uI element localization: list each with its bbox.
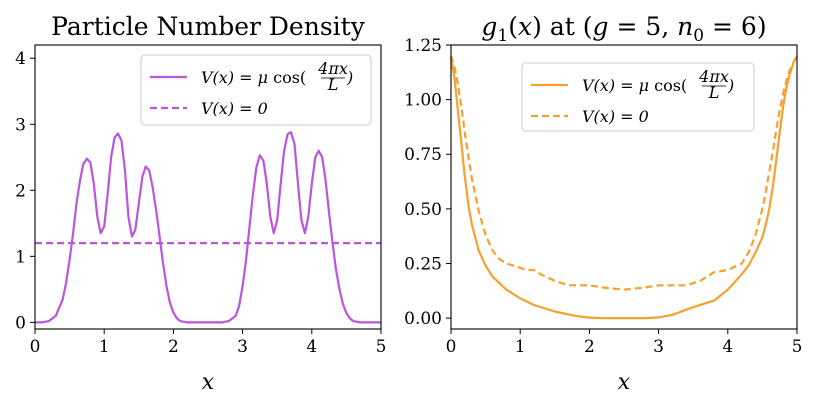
legend-paren-close: ) [346,68,353,87]
y-tick-label: 0.00 [404,309,442,329]
legend-entry-label: V(x) = μ cos( [201,68,306,87]
y-tick-label: 3 [15,115,26,135]
chart-title: g1(x) at (g = 5, n0 = 6) [481,12,766,46]
legend-fraction-numerator: 4πx [317,59,348,78]
y-tick-label: 0 [15,313,26,333]
y-tick-label: 1 [15,247,26,267]
x-axis-label: x [202,370,215,395]
x-tick-label: 3 [237,337,248,357]
solid-series-line [35,131,381,324]
x-tick-label: 1 [515,337,526,357]
legend-fraction-denominator: L [327,75,339,94]
density-plot: 0 1 2 3 4 5 0 1 2 3 4 x Particle Number Density V(x) … [15,12,386,395]
x-tick-label: 3 [653,337,664,357]
axes-frame [450,44,798,330]
chart-title: Particle Number Density [51,12,366,41]
y-tick-label: 0.50 [404,200,442,220]
x-tick-label: 5 [792,337,803,357]
correlation-plot: 0 1 2 3 4 5 0.00 0.25 0.50 0.75 1.00 1.25 x g1(x) at … [404,12,802,395]
x-tick-label: 1 [99,337,110,357]
dashed-series-line [449,55,798,291]
y-tick-label: 0.25 [404,254,442,274]
x-tick-label: 4 [306,337,317,357]
axes-frame [34,44,382,330]
y-tick-label: 1.25 [404,36,442,56]
y-tick-label: 1.00 [404,91,442,111]
legend-box [521,62,755,132]
legend-entry-label: V(x) = μ cos( [582,76,687,95]
legend-entry-label: V(x) = 0 [582,107,649,126]
x-tick-label: 2 [168,337,179,357]
x-tick-label: 0 [30,337,41,357]
solid-series-line [449,55,798,320]
x-tick-label: 4 [722,337,733,357]
legend-box [140,54,372,126]
y-tick-label: 0.75 [404,145,442,165]
x-tick-label: 0 [446,337,457,357]
legend-paren-close: ) [727,76,734,95]
x-axis-label: x [618,370,631,395]
x-tick-label: 5 [376,337,387,357]
legend-entry-label: V(x) = 0 [201,99,268,118]
legend-fraction-numerator: 4πx [698,67,729,86]
x-tick-label: 2 [584,337,595,357]
y-tick-label: 2 [15,181,26,201]
legend-fraction-denominator: L [708,83,720,102]
y-tick-label: 4 [15,49,26,69]
